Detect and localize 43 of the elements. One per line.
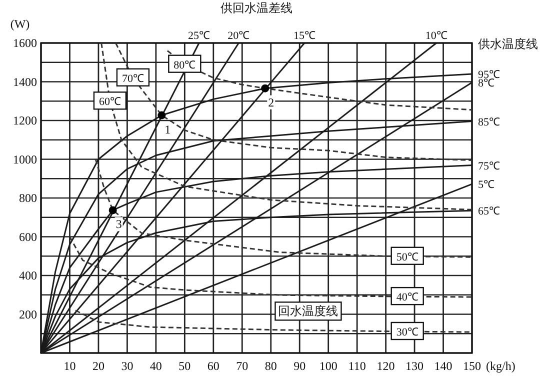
y-tick-label: 1400 [13,74,37,89]
annotation: 3 [116,217,122,232]
series-label: 75℃ [478,160,500,172]
legend-title: 供水温度线 [478,37,538,51]
series-label: 30℃ [396,326,418,338]
x-tick-label: 90 [294,359,306,373]
y-tick-label: 1600 [13,36,37,50]
y-tick-label: 1000 [13,152,37,166]
annotation: 1 [164,122,171,136]
x-tick-label: 40 [150,359,162,373]
x-tick-label: 120 [376,359,395,373]
chart-title: 供回水温差线 [220,1,292,15]
y-tick-label: 600 [19,230,37,244]
x-tick-label: 50 [178,359,191,373]
y-tick-label: 1200 [13,114,37,128]
x-tick-label: 100 [319,359,338,373]
series-label: 65℃ [478,206,500,218]
series-label: 8℃ [478,78,494,90]
y-tick-label: 400 [19,268,37,282]
series-label: 5℃ [478,179,494,192]
y-axis-title: (W) [10,17,30,31]
series-label: 40℃ [396,292,418,304]
y-tick-label: 200 [19,307,37,322]
x-tick-label: 10 [64,359,76,373]
x-tick-label: 130 [406,359,424,373]
series-label: 50℃ [396,251,418,264]
annotation: 回水温度线 [278,304,338,318]
series-label: 20℃ [228,30,250,42]
x-tick-label: 60 [207,359,220,373]
x-tick-label: 150 [463,359,481,373]
x-tick-label: 140 [434,359,452,373]
x-tick-label: 30 [121,359,134,373]
x-tick-label: 110 [348,359,366,373]
x-tick-label: 20 [92,359,104,373]
y-tick-label: 800 [19,191,37,205]
x-tick-label: 70 [236,359,248,373]
series-label: 85℃ [478,116,500,128]
series-label: 25℃ [188,30,210,42]
x-tick-label: 80 [264,359,277,373]
series-label: 10℃ [425,30,448,42]
series-label: 15℃ [293,30,316,42]
x-axis-title: (kg/h) [486,359,516,373]
annotation: 2 [268,95,274,110]
